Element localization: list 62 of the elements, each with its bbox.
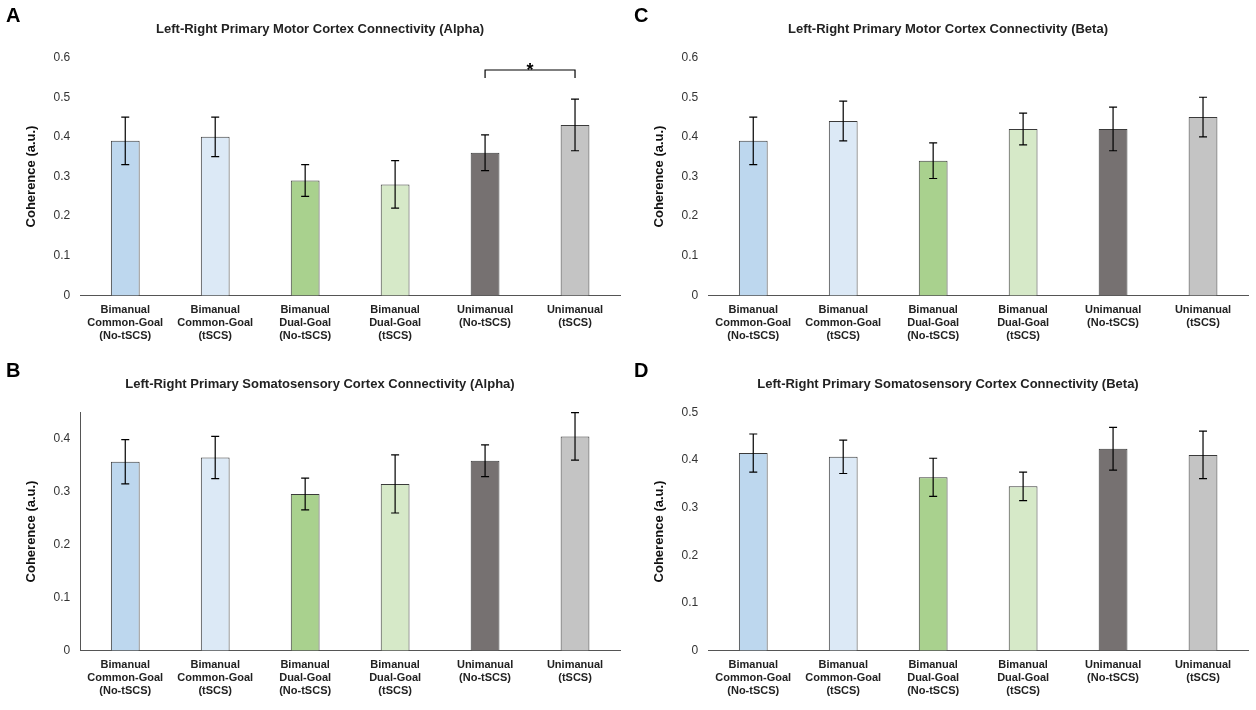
y-axis-title: Coherence (a.u.) [23, 125, 39, 228]
x-tick-label: Bimanual Dual-Goal (No-tSCS) [907, 658, 960, 697]
y-tick-label: 0.2 [681, 208, 699, 223]
y-tick-label: 0.1 [681, 595, 699, 610]
text: A [6, 4, 21, 27]
x-tick-label: Bimanual Dual-Goal (No-tSCS) [279, 303, 332, 342]
y-tick-label: 0.4 [681, 129, 699, 144]
y-tick-label: 0.1 [53, 248, 71, 263]
y-tick-label: 0.1 [681, 248, 699, 263]
x-tick-label: Bimanual Dual-Goal (tSCS) [997, 658, 1050, 697]
x-tick-label: Unimanual (tSCS) [1174, 658, 1232, 684]
y-tick-label: 0.4 [53, 129, 71, 144]
chart-title: Left-Right Primary Somatosensory Cortex Connectivity (Alpha) [125, 376, 515, 392]
x-tick-label: Unimanual (No-tSCS) [1084, 303, 1142, 329]
y-tick-label: 0 [691, 642, 699, 657]
text: C [634, 4, 649, 27]
y-tick-label: 0.5 [681, 89, 699, 104]
x-tick-label: Bimanual Dual-Goal (No-tSCS) [279, 658, 332, 697]
y-tick-label: 0.3 [53, 168, 71, 183]
chart-title: Left-Right Primary Motor Cortex Connectivity (Alpha) [156, 21, 484, 37]
x-tick-label: Bimanual Common-Goal (tSCS) [177, 303, 254, 342]
x-tick-label: Unimanual (No-tSCS) [456, 658, 514, 684]
y-tick-label: 0.2 [681, 547, 699, 562]
y-tick-label: 0.1 [53, 589, 71, 604]
x-tick-label: Unimanual (tSCS) [546, 658, 604, 684]
y-tick-label: 0.2 [53, 537, 71, 552]
x-tick-label: Bimanual Dual-Goal (tSCS) [997, 303, 1050, 342]
y-tick-label: 0.3 [681, 168, 699, 183]
y-tick-label: 0.6 [681, 49, 699, 64]
annotation: * [526, 59, 534, 80]
x-tick-label: Unimanual (No-tSCS) [456, 303, 514, 329]
text: D [634, 359, 649, 382]
y-tick-label: 0 [691, 287, 699, 302]
y-tick-label: 0 [63, 287, 71, 302]
y-tick-label: 0.4 [681, 452, 699, 467]
y-tick-label: 0 [63, 642, 71, 657]
x-tick-label: Bimanual Dual-Goal (tSCS) [369, 658, 422, 697]
y-tick-label: 0.5 [681, 404, 699, 419]
x-tick-label: Bimanual Dual-Goal (tSCS) [369, 303, 422, 342]
y-axis-title: Coherence (a.u.) [651, 480, 667, 583]
chart-title: Left-Right Primary Motor Cortex Connectivity (Beta) [788, 21, 1108, 37]
y-tick-label: 0.4 [53, 431, 71, 446]
x-tick-label: Bimanual Dual-Goal (No-tSCS) [907, 303, 960, 342]
x-tick-label: Unimanual (tSCS) [1174, 303, 1232, 329]
x-tick-label: Bimanual Common-Goal (No-tSCS) [87, 658, 164, 697]
x-tick-label: Unimanual (No-tSCS) [1084, 658, 1142, 684]
x-tick-label: Bimanual Common-Goal (No-tSCS) [715, 303, 792, 342]
x-tick-label: Bimanual Common-Goal (tSCS) [177, 658, 254, 697]
x-tick-label: Bimanual Common-Goal (No-tSCS) [87, 303, 164, 342]
y-tick-label: 0.5 [53, 89, 71, 104]
chart-title: Left-Right Primary Somatosensory Cortex Connectivity (Beta) [757, 376, 1139, 392]
y-axis-title: Coherence (a.u.) [651, 125, 667, 228]
y-tick-label: 0.3 [681, 500, 699, 515]
y-tick-label: 0.2 [53, 208, 71, 223]
x-tick-label: Bimanual Common-Goal (tSCS) [805, 303, 882, 342]
text: B [6, 359, 21, 382]
x-tick-label: Bimanual Common-Goal (No-tSCS) [715, 658, 792, 697]
y-axis-title: Coherence (a.u.) [23, 480, 39, 583]
y-tick-label: 0.3 [53, 484, 71, 499]
x-tick-label: Unimanual (tSCS) [546, 303, 604, 329]
y-tick-label: 0.6 [53, 49, 71, 64]
x-tick-label: Bimanual Common-Goal (tSCS) [805, 658, 882, 697]
